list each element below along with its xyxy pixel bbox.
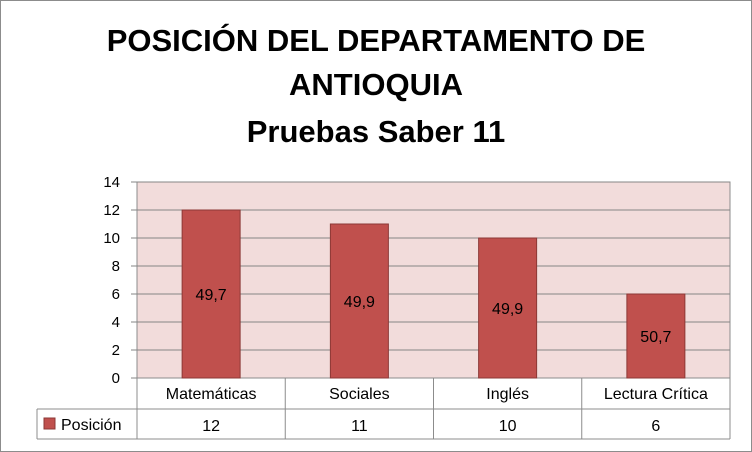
category-label: Matemáticas: [166, 386, 257, 403]
table-value: 12: [202, 418, 220, 435]
chart-subtitle: Pruebas Saber 11: [246, 114, 506, 149]
y-tick-label: 14: [103, 174, 120, 191]
chart-title-line-2: ANTIOQUIA: [289, 67, 463, 102]
category-label: Lectura Crítica: [604, 386, 708, 403]
category-label: Sociales: [329, 386, 389, 403]
category-label: Inglés: [486, 386, 529, 403]
y-tick-label: 4: [112, 314, 120, 331]
data-label: 49,7: [196, 287, 227, 304]
y-tick-label: 0: [112, 370, 120, 387]
table-value: 11: [351, 418, 368, 435]
table-value: 6: [651, 418, 660, 435]
bar: [626, 293, 686, 379]
bar: [329, 223, 389, 379]
data-label: 49,9: [344, 294, 375, 311]
y-tick-label: 8: [112, 258, 120, 275]
bar: [478, 237, 538, 379]
legend-series-name: Posición: [61, 417, 121, 434]
data-label: 50,7: [640, 329, 671, 346]
bar: [181, 209, 241, 379]
table-value: 10: [499, 418, 517, 435]
legend-key: [43, 417, 56, 430]
y-tick-label: 6: [112, 286, 120, 303]
y-tick-label: 10: [103, 230, 120, 247]
y-tick-label: 2: [112, 342, 120, 359]
y-tick-label: 12: [103, 202, 120, 219]
chart-title-line-1: POSICIÓN DEL DEPARTAMENTO DE: [106, 23, 646, 58]
data-label: 49,9: [492, 301, 523, 318]
